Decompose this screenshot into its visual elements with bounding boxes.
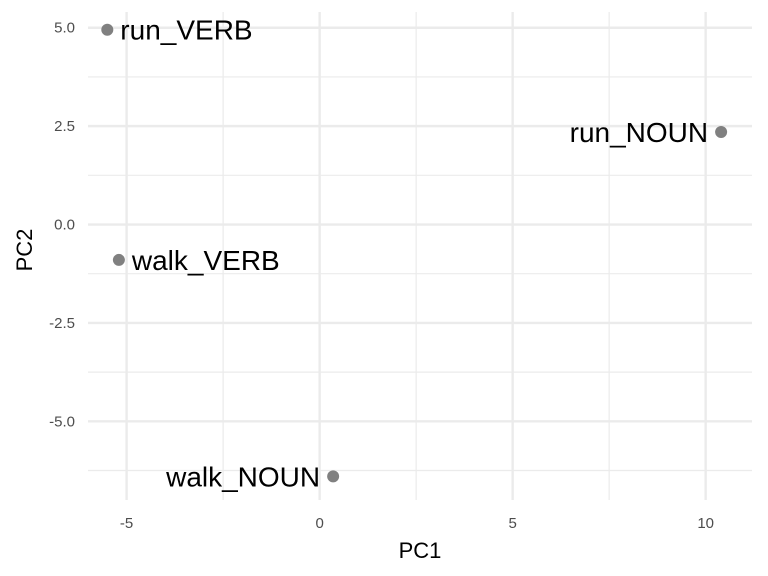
grid-minor [88, 12, 752, 500]
data-points [101, 23, 728, 483]
y-axis-title: PC2 [12, 229, 37, 272]
x-tick-label: 10 [697, 515, 714, 532]
y-tick-label: -5.0 [49, 413, 75, 430]
x-tick-label: 5 [508, 515, 516, 532]
y-tick-label: -2.5 [49, 315, 75, 332]
data-point [101, 23, 114, 36]
point-labels: run_VERB run_NOUN walk_VERB walk_NOUN [120, 15, 708, 493]
y-tick-label: 2.5 [54, 118, 75, 135]
x-axis-ticks: -5 0 5 10 [120, 515, 714, 532]
grid-major [88, 12, 752, 500]
point-label: walk_NOUN [165, 461, 320, 492]
point-label: walk_VERB [131, 245, 280, 276]
y-tick-label: 0.0 [54, 217, 75, 234]
point-label: run_VERB [120, 15, 252, 46]
data-point [112, 253, 125, 266]
data-point [327, 470, 340, 483]
x-tick-label: -5 [120, 515, 133, 532]
x-tick-label: 0 [315, 515, 323, 532]
x-axis-title: PC1 [399, 538, 442, 563]
y-axis-ticks: 5.0 2.5 0.0 -2.5 -5.0 [49, 20, 75, 431]
data-point [715, 126, 728, 139]
y-tick-label: 5.0 [54, 20, 75, 37]
point-label: run_NOUN [570, 117, 708, 148]
